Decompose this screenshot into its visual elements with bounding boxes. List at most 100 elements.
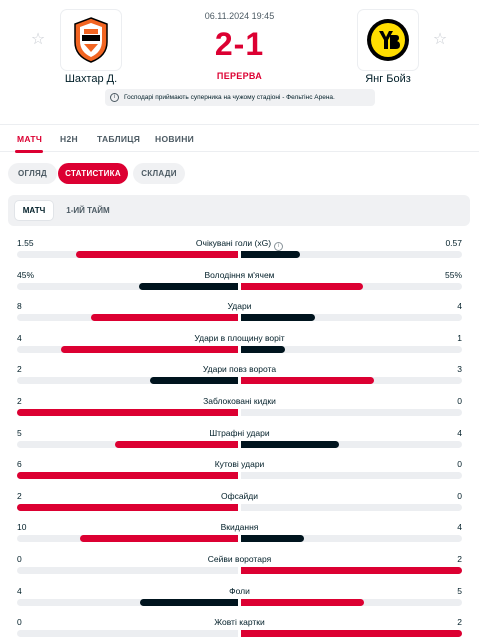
stat-bar-home-track [17, 251, 238, 258]
stat-bar-home-fill [90, 314, 238, 322]
stat-bar-home-track [17, 282, 238, 290]
stat-bar-away-fill [241, 282, 363, 290]
stat-away-value: 5 [457, 585, 462, 596]
stat-away-value: 0 [457, 459, 462, 470]
tab-table[interactable]: ТАБЛИЦЯ [97, 134, 141, 144]
stat-label: Жовті картки [0, 617, 479, 627]
stat-label: Удари [0, 301, 479, 311]
match-header: ☆ Шахтар Д. 06.11.2024 19:45 2-1 ПЕРЕРВА… [0, 0, 479, 118]
stat-label-text: Удари повз ворота [202, 364, 277, 375]
young-boys-crest-icon [367, 19, 409, 61]
stat-row: 8 Удари 4 [0, 301, 479, 333]
stat-label-text: Удари в площину воріт [194, 332, 285, 343]
stat-bar-away-track [241, 472, 462, 480]
period-match-button[interactable]: МАТЧ [15, 201, 53, 220]
favorite-star-icon[interactable]: ☆ [432, 31, 448, 48]
stat-home-value: 2 [17, 396, 22, 406]
match-info-bar: i Господарі приймають суперника на чужом… [105, 89, 375, 106]
stat-away-value: 0.57 [445, 238, 462, 248]
home-score: 2 [214, 26, 234, 62]
stat-bar-away-track [241, 630, 462, 638]
stat-bar-away-track [241, 314, 462, 322]
match-score: 2-1 [0, 26, 479, 63]
stat-label: Володіння м'ячем [0, 270, 479, 280]
away-team-name[interactable]: Янг Бойз [365, 73, 411, 85]
match-status: ПЕРЕРВА [216, 71, 263, 81]
stat-bar-home-fill [115, 440, 238, 448]
stat-row: 45% Володіння м'ячем 55% [0, 270, 479, 302]
stat-home-value: 5 [17, 427, 22, 438]
info-icon[interactable]: i [274, 242, 284, 251]
stat-bar-home-fill [61, 345, 238, 353]
stat-label-text: Сейви воротаря [207, 554, 272, 564]
stat-home-value: 8 [17, 301, 22, 312]
stat-bar-home-fill [17, 503, 238, 511]
stat-bar-home-fill [138, 282, 238, 290]
stat-bar-away-track [241, 282, 462, 290]
stat-label-text: Кутові удари [214, 459, 265, 470]
tab-match[interactable]: МАТЧ [17, 134, 43, 144]
tab-h2h[interactable]: H2H [60, 134, 78, 144]
away-score: 1 [245, 26, 265, 62]
stat-bar-home-track [17, 598, 238, 606]
subtab-lineups[interactable]: СКЛАДИ [133, 163, 185, 184]
stat-bar-home-fill [76, 251, 238, 258]
home-team-logo[interactable] [61, 10, 121, 70]
stat-bar-away-fill [241, 440, 340, 448]
stat-row: 2 Удари повз ворота 3 [0, 364, 479, 396]
stat-label: Заблоковані кидки [0, 396, 479, 406]
stat-away-value: 55% [444, 269, 462, 280]
away-team-logo[interactable] [358, 10, 418, 70]
stat-bar-away-track [241, 251, 462, 258]
stat-away-value: 1 [457, 332, 462, 343]
stat-row: 5 Штрафні удари 4 [0, 428, 479, 460]
score-separator: - [233, 26, 246, 62]
stat-bar-home-track [17, 472, 238, 480]
stat-home-value: 0 [17, 554, 22, 564]
stat-away-value: 4 [457, 301, 462, 312]
stat-label: Удари в площину воріт [0, 333, 479, 343]
stat-label: Удари повз ворота [0, 364, 479, 374]
stat-bar-away-fill [241, 598, 364, 606]
stat-bar-away-track [241, 567, 462, 574]
stat-bar-home-track [17, 409, 238, 416]
stat-bar-home-fill [17, 472, 238, 480]
stat-home-value: 2 [17, 364, 22, 375]
stat-away-value: 2 [457, 617, 462, 628]
stat-row: 10 Вкидання 4 [0, 522, 479, 554]
stat-home-value: 4 [17, 332, 22, 343]
stat-label-text: Жовті картки [214, 617, 265, 628]
stat-label: Офсайди [0, 491, 479, 501]
stat-bar-home-track [17, 503, 238, 511]
stat-bar-home-fill [17, 409, 238, 416]
stat-label-text: Фоли [229, 585, 250, 596]
stat-bar-away-track [241, 345, 462, 353]
stat-row: 0 Жовті картки 2 [0, 617, 479, 642]
subtab-statistics[interactable]: СТАТИСТИКА [58, 163, 128, 184]
stat-bar-home-track [17, 440, 238, 448]
stat-bar-home-fill [80, 535, 238, 543]
period-first-half-button[interactable]: 1-ИЙ ТАЙМ [66, 206, 110, 215]
stat-bar-away-track [241, 440, 462, 448]
stat-bar-away-track [241, 535, 462, 543]
stat-bar-away-track [241, 598, 462, 606]
stat-label-text: Очікувані голи (xG) [195, 238, 272, 248]
stat-row: 2 Офсайди 0 [0, 491, 479, 523]
stat-label: Сейви воротаря [0, 554, 479, 564]
stat-away-value: 2 [457, 554, 462, 564]
tab-news[interactable]: НОВИНИ [155, 134, 195, 144]
stat-home-value: 45% [17, 269, 35, 280]
subtab-summary[interactable]: ОГЛЯД [8, 163, 57, 184]
home-team-name[interactable]: Шахтар Д. [64, 73, 118, 85]
stat-home-value: 4 [17, 585, 22, 596]
favorite-star-icon[interactable]: ☆ [30, 31, 46, 48]
stat-row: 6 Кутові удари 0 [0, 459, 479, 491]
stat-bar-home-track [17, 314, 238, 322]
stat-label-text: Заблоковані кидки [203, 396, 276, 406]
stat-label: Фоли [0, 586, 479, 596]
active-tab-indicator [15, 150, 43, 153]
stat-away-value: 0 [457, 396, 462, 406]
stat-away-value: 4 [457, 522, 462, 533]
match-info-text: Господарі приймають суперника на чужому … [124, 94, 335, 101]
stat-row: 4 Фоли 5 [0, 586, 479, 618]
